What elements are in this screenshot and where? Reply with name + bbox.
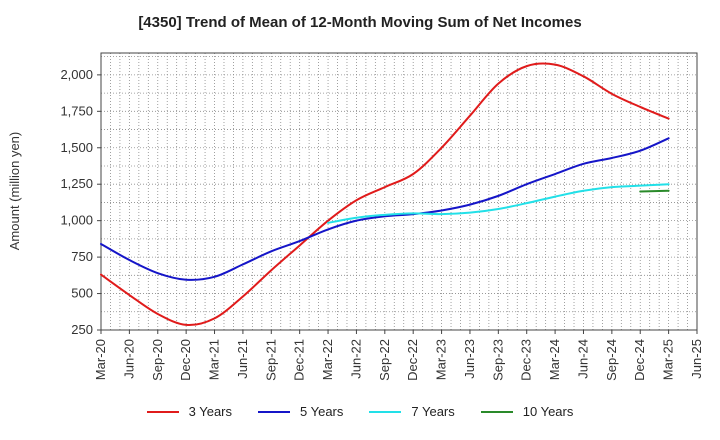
legend-item-3-years: 3 Years <box>146 404 232 419</box>
y-axis-label: Amount (million yen) <box>7 132 22 251</box>
legend-item-5-years: 5 Years <box>258 404 343 419</box>
x-tick-label: Jun-21 <box>235 339 250 379</box>
y-tick-label: 1,500 <box>60 140 93 155</box>
y-tick-label: 1,000 <box>60 213 93 228</box>
x-tick-label: Dec-22 <box>405 339 420 381</box>
y-tick-label: 1,250 <box>60 176 93 191</box>
x-tick-label: Dec-21 <box>292 339 307 381</box>
legend-item-7-years: 7 Years <box>369 404 455 419</box>
x-tick-label: Sep-20 <box>150 339 165 381</box>
legend-swatch-5-years <box>258 410 290 413</box>
legend-item-10-years: 10 Years <box>480 404 574 419</box>
x-tick-label: Mar-21 <box>207 339 222 380</box>
plot-area <box>101 53 697 330</box>
series-line-10-years <box>639 189 670 193</box>
x-tick-label: Dec-23 <box>519 339 534 381</box>
x-tick-label: Dec-24 <box>632 339 647 381</box>
x-tick-label: Sep-23 <box>490 339 505 381</box>
x-tick-label: Jun-20 <box>121 339 136 379</box>
x-tick-label: Mar-24 <box>547 339 562 380</box>
x-tick-label: Sep-21 <box>263 339 278 381</box>
y-tick-label: 250 <box>71 322 93 337</box>
plot-frame <box>100 52 698 331</box>
x-tick-label: Mar-23 <box>434 339 449 380</box>
x-tick-label: Jun-23 <box>462 339 477 379</box>
x-tick-label: Dec-20 <box>178 339 193 381</box>
y-tick-label: 1,750 <box>60 103 93 118</box>
legend-label-10-years: 10 Years <box>522 404 574 419</box>
legend-label-7-years: 7 Years <box>411 404 455 419</box>
y-axis: 250 500 750 1,000 1,250 1,500 1,750 2,000 <box>60 67 101 337</box>
series-line-5-years <box>100 137 670 281</box>
series-line-7-years <box>327 183 670 224</box>
x-tick-label: Jun-25 <box>689 339 704 379</box>
x-tick-label: Sep-24 <box>604 339 619 381</box>
legend-label-5-years: 5 Years <box>300 404 344 419</box>
x-axis: Mar-20 Jun-20 Sep-20 Dec-20 Mar-21 Jun-21 Sep-… <box>93 330 704 381</box>
chart-title: [4350] Trend of Mean of 12-Month Moving … <box>138 14 582 31</box>
y-tick-label: 2,000 <box>60 67 93 82</box>
y-tick-label: 500 <box>71 286 93 301</box>
x-tick-label: Jun-22 <box>348 339 363 379</box>
series-line-3-years <box>100 62 670 327</box>
series-lines <box>100 62 670 327</box>
x-tick-label: Mar-20 <box>93 339 108 380</box>
y-tick-label: 750 <box>71 249 93 264</box>
legend-swatch-10-years <box>480 410 513 413</box>
x-tick-label: Jun-24 <box>575 339 590 379</box>
legend-swatch-3-years <box>146 410 179 413</box>
x-tick-label: Mar-22 <box>320 339 335 380</box>
x-tick-label: Sep-22 <box>377 339 392 381</box>
x-tick-label: Mar-25 <box>661 339 676 380</box>
legend: 3 Years 5 Years 7 Years 10 Years <box>0 404 720 419</box>
legend-label-3-years: 3 Years <box>188 404 232 419</box>
legend-swatch-7-years <box>369 410 402 413</box>
